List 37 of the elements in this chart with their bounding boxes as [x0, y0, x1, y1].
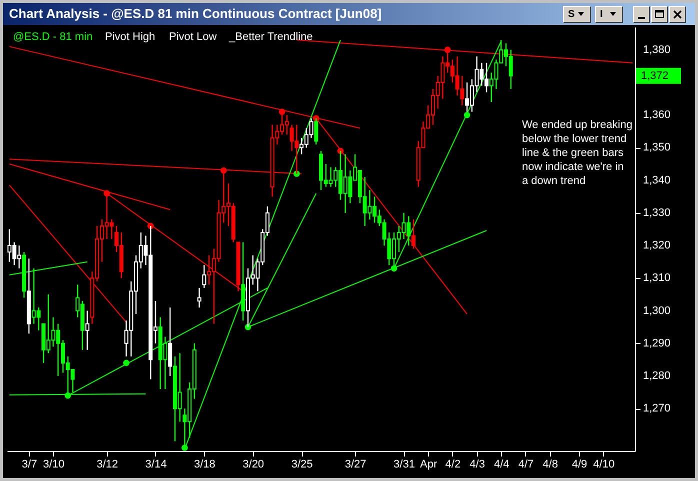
- y-tick-label: 1,270: [643, 402, 671, 415]
- y-tick-label: 1,330: [643, 206, 671, 219]
- y-tick-label: 1,300: [643, 304, 671, 317]
- text: I: [600, 9, 603, 20]
- x-tick-label: 3/27: [344, 458, 366, 470]
- y-tick-label: 1,360: [643, 109, 671, 122]
- x-tick-label: 4/3: [470, 458, 485, 470]
- x-tick-label: 3/7: [22, 458, 38, 470]
- annotation: @ES.D - 81 min: [13, 31, 93, 43]
- x-tick-label: 4/10: [593, 458, 615, 470]
- y-tick-label: 1,320: [643, 240, 671, 252]
- x-tick-label: 4/7: [518, 458, 534, 470]
- x-tick-label: 3/25: [291, 458, 313, 470]
- text: S: [568, 9, 575, 20]
- x-tick-label: 4/9: [572, 458, 588, 470]
- y-tick-label: 1,380: [643, 44, 671, 56]
- text: 1,372: [641, 70, 669, 82]
- x-tick-label: 3/20: [242, 458, 264, 470]
- x-tick-label: 3/31: [394, 458, 415, 470]
- y-tick-label: 1,350: [643, 142, 671, 154]
- y-tick-label: 1,340: [643, 174, 671, 186]
- x-tick-label: 4/4: [494, 458, 510, 470]
- x-tick-label: 3/10: [43, 458, 64, 470]
- y-tick-label: 1,310: [643, 272, 671, 284]
- x-tick-label: 3/14: [145, 458, 167, 470]
- annotation: Pivot High: [105, 31, 156, 43]
- x-tick-label: Apr: [420, 458, 438, 470]
- x-tick-label: 4/2: [445, 458, 461, 470]
- x-tick-label: 4/8: [542, 458, 558, 470]
- annotation: _Better Trendline: [228, 31, 313, 43]
- annotation: Pivot Low: [169, 31, 217, 43]
- chart-title: Chart Analysis - @ES.D 81 min Continuous Contract [Jun08]: [9, 6, 382, 21]
- y-tick-label: 1,290: [643, 337, 671, 350]
- x-tick-label: 3/18: [194, 458, 216, 470]
- y-tick-label: 1,280: [643, 370, 671, 382]
- x-tick-label: 3/12: [96, 458, 118, 470]
- annotation: We ended up breaking below the lower trend line & the green bars now indicate we're in a down trend: [522, 119, 632, 187]
